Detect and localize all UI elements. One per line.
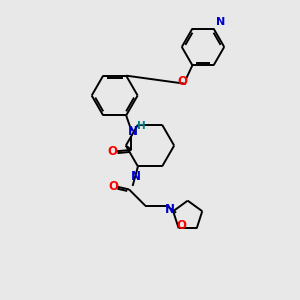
Text: H: H	[137, 121, 146, 131]
Text: N: N	[165, 203, 175, 216]
Text: N: N	[128, 125, 138, 138]
Text: O: O	[108, 180, 118, 193]
Text: O: O	[177, 219, 187, 232]
Text: O: O	[107, 145, 117, 158]
Text: N: N	[216, 17, 225, 27]
Text: N: N	[130, 170, 141, 183]
Text: O: O	[177, 75, 187, 88]
